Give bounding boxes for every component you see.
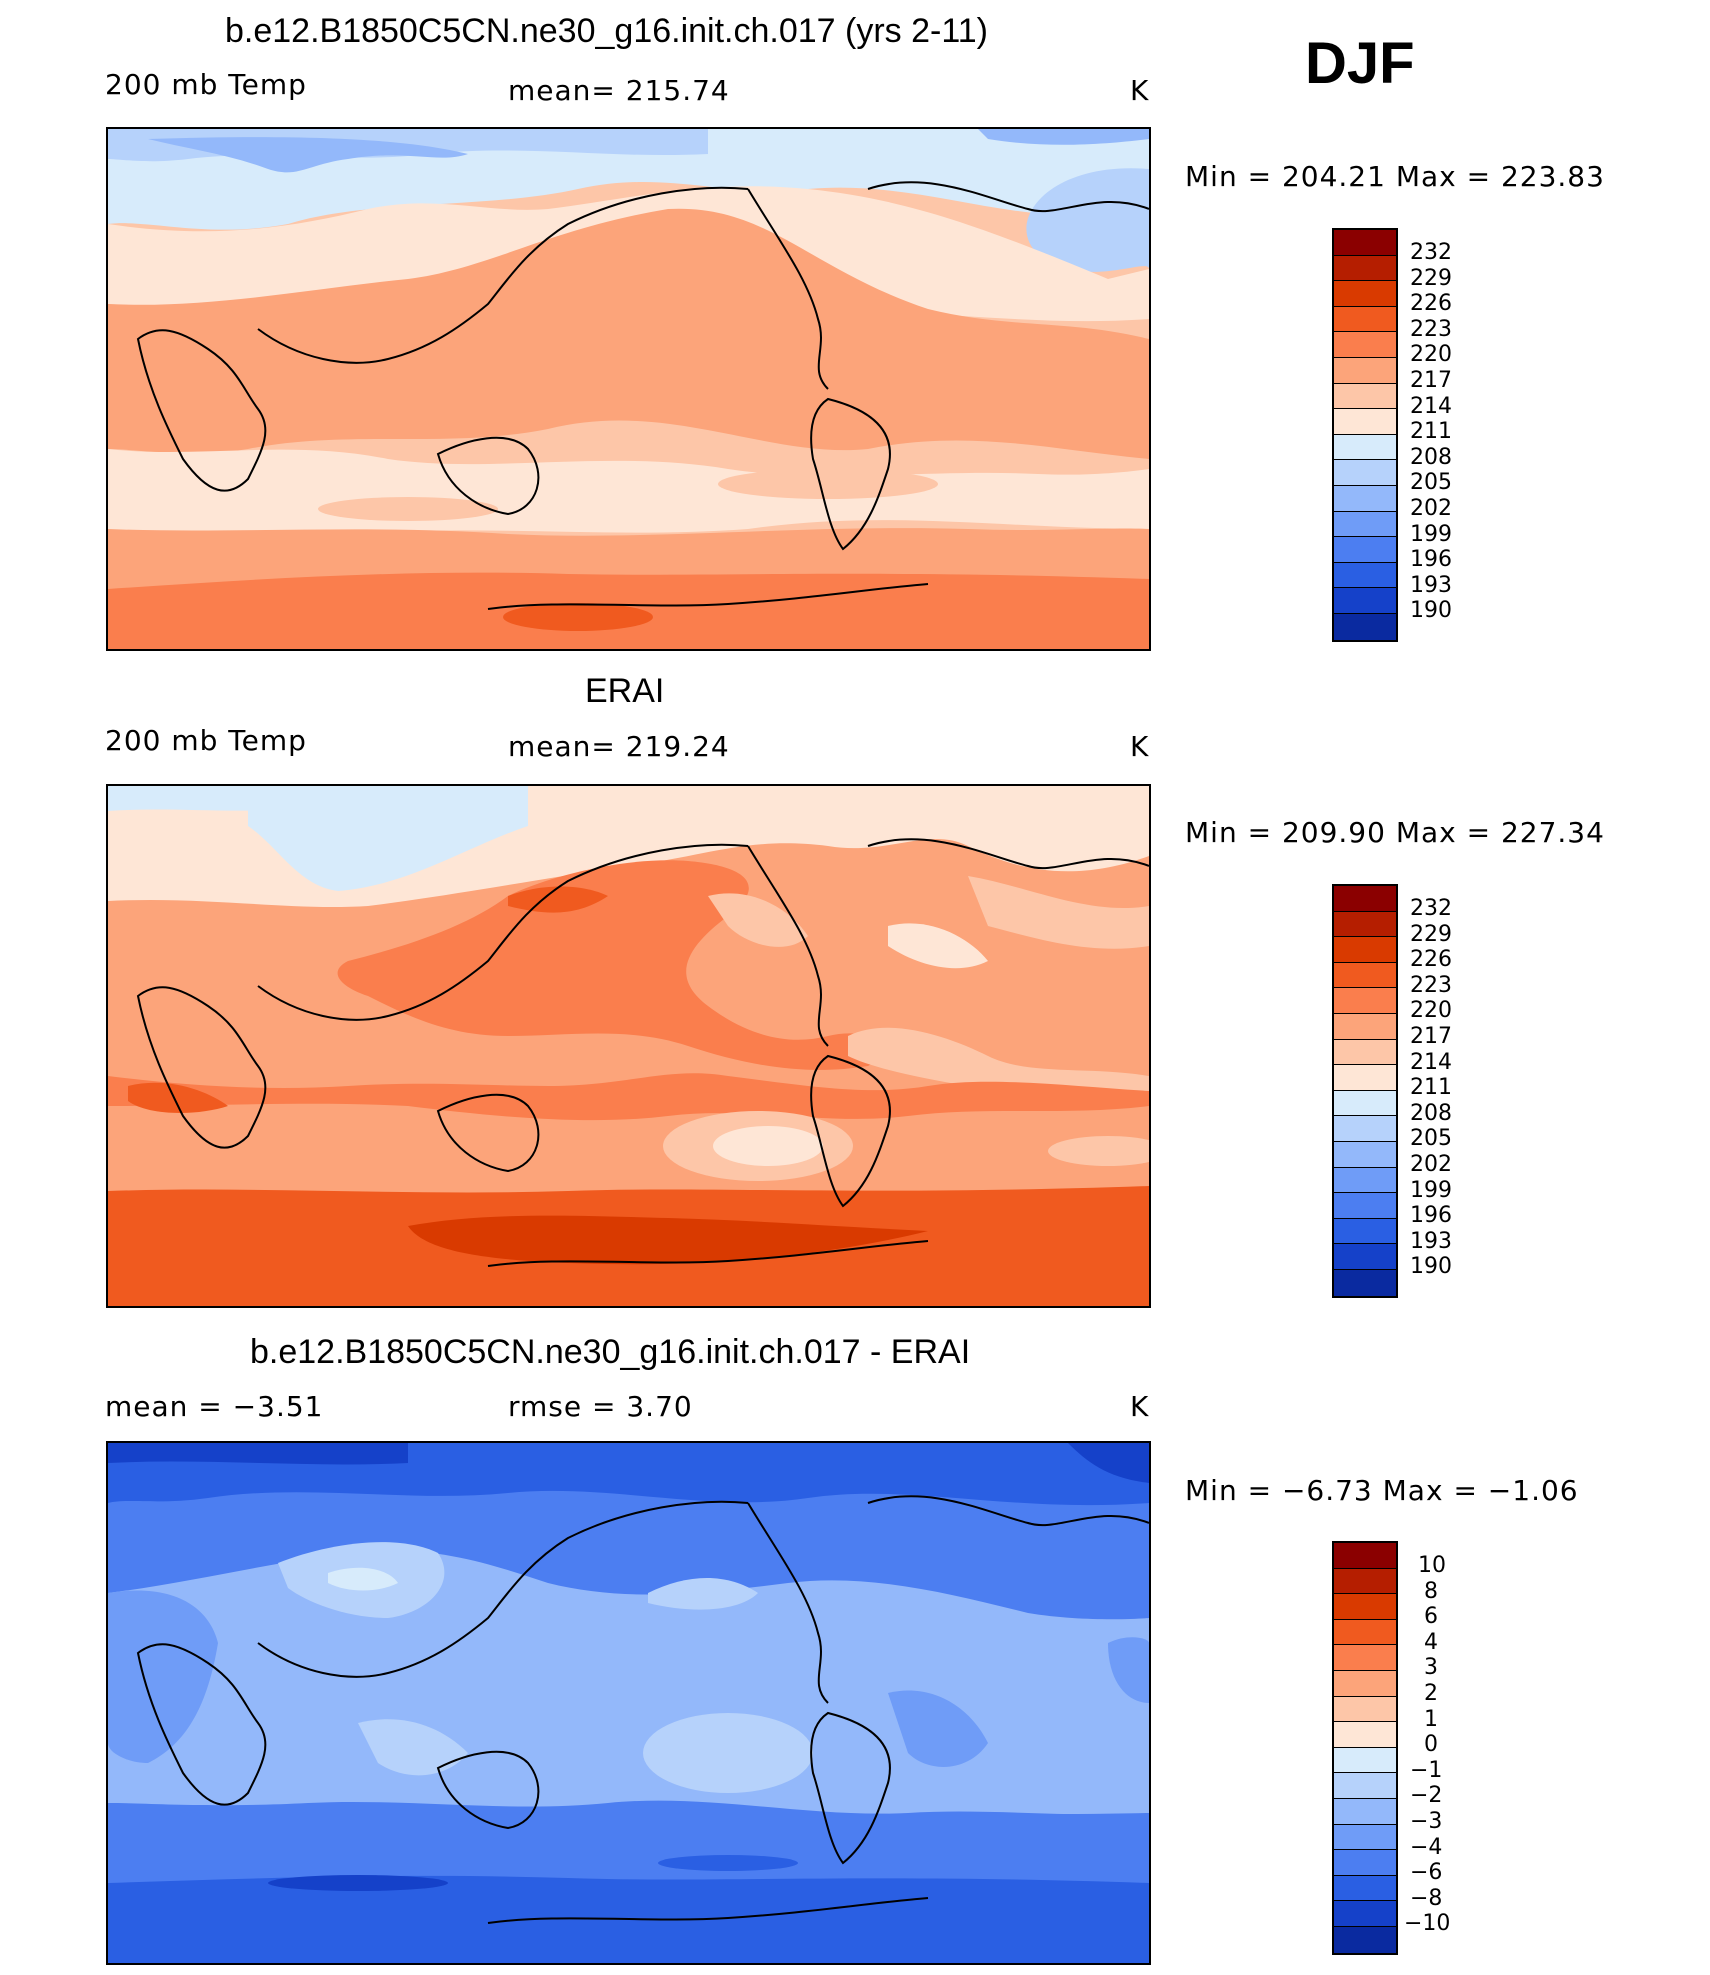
cb2-label: 229 [1410,922,1452,947]
cb2-label: 190 [1410,1254,1452,1279]
cb1-label: 229 [1410,266,1452,291]
cb3-label: 2 [1424,1681,1438,1706]
panel-3-rmse-label: rmse = 3.70 [508,1390,693,1423]
panel-3-units-label: K [1130,1390,1150,1423]
cb3-label: −1 [1410,1758,1443,1783]
panel-2-title: ERAI [585,672,665,710]
cb2-label: 205 [1410,1126,1452,1151]
panel-1-mean-label: mean= 215.74 [508,74,730,107]
cb2-label: 226 [1410,947,1452,972]
cb3-label: −6 [1410,1860,1443,1885]
cb1-label: 202 [1410,496,1452,521]
cb3-label: 4 [1424,1630,1438,1655]
cb3-label: 3 [1424,1655,1438,1680]
cb2-label: 199 [1410,1178,1452,1203]
cb2-label: 223 [1410,973,1452,998]
panel-1-units-label: K [1130,74,1150,107]
season-label: DJF [1305,31,1415,96]
cb2-label: 211 [1410,1075,1452,1100]
cb2-label: 193 [1410,1229,1452,1254]
cb3-label: 6 [1424,1604,1438,1629]
cb1-label: 190 [1410,598,1452,623]
panel-2-colorbar [1332,884,1398,1298]
cb3-label: 0 [1424,1732,1438,1757]
cb2-label: 196 [1410,1203,1452,1228]
cb2-label: 208 [1410,1101,1452,1126]
cb1-label: 199 [1410,522,1452,547]
cb1-label: 223 [1410,317,1452,342]
panel-1-title: b.e12.B1850C5CN.ne30_g16.init.ch.017 (yr… [225,12,988,50]
cb1-label: 214 [1410,394,1452,419]
panel-1-colorbar [1332,228,1398,642]
cb1-label: 205 [1410,470,1452,495]
cb1-label: 193 [1410,573,1452,598]
cb3-label: −8 [1410,1886,1443,1911]
cb1-label: 226 [1410,291,1452,316]
panel-3-map [106,1441,1151,1965]
cb1-label: 196 [1410,547,1452,572]
cb1-label: 208 [1410,445,1452,470]
cb3-label: 8 [1424,1579,1438,1604]
cb3-label: −10 [1404,1911,1451,1936]
cb1-label: 211 [1410,419,1452,444]
cb1-label: 217 [1410,368,1452,393]
panel-3-title: b.e12.B1850C5CN.ne30_g16.init.ch.017 - E… [250,1333,971,1371]
panel-3-mean-label: mean = −3.51 [105,1390,324,1423]
panel-2-minmax-label: Min = 209.90 Max = 227.34 [1185,816,1605,849]
panel-2-mean-label: mean= 219.24 [508,730,730,763]
cb3-label: 10 [1418,1553,1446,1578]
panel-1-variable-label: 200 mb Temp [105,68,307,101]
cb2-label: 202 [1410,1152,1452,1177]
cb2-label: 217 [1410,1024,1452,1049]
cb3-label: −2 [1410,1783,1443,1808]
panel-2-variable-label: 200 mb Temp [105,724,307,757]
cb2-label: 220 [1410,998,1452,1023]
cb1-label: 220 [1410,342,1452,367]
panel-1-map [106,127,1151,651]
cb3-label: 1 [1424,1707,1438,1732]
cb2-label: 232 [1410,896,1452,921]
cb3-label: −3 [1410,1809,1443,1834]
panel-2-units-label: K [1130,730,1150,763]
cb2-label: 214 [1410,1050,1452,1075]
panel-1-minmax-label: Min = 204.21 Max = 223.83 [1185,160,1605,193]
cb3-label: −4 [1410,1835,1443,1860]
panel-2-map [106,784,1151,1308]
cb1-label: 232 [1410,240,1452,265]
panel-3-colorbar [1332,1541,1398,1955]
panel-3-minmax-label: Min = −6.73 Max = −1.06 [1185,1474,1579,1507]
